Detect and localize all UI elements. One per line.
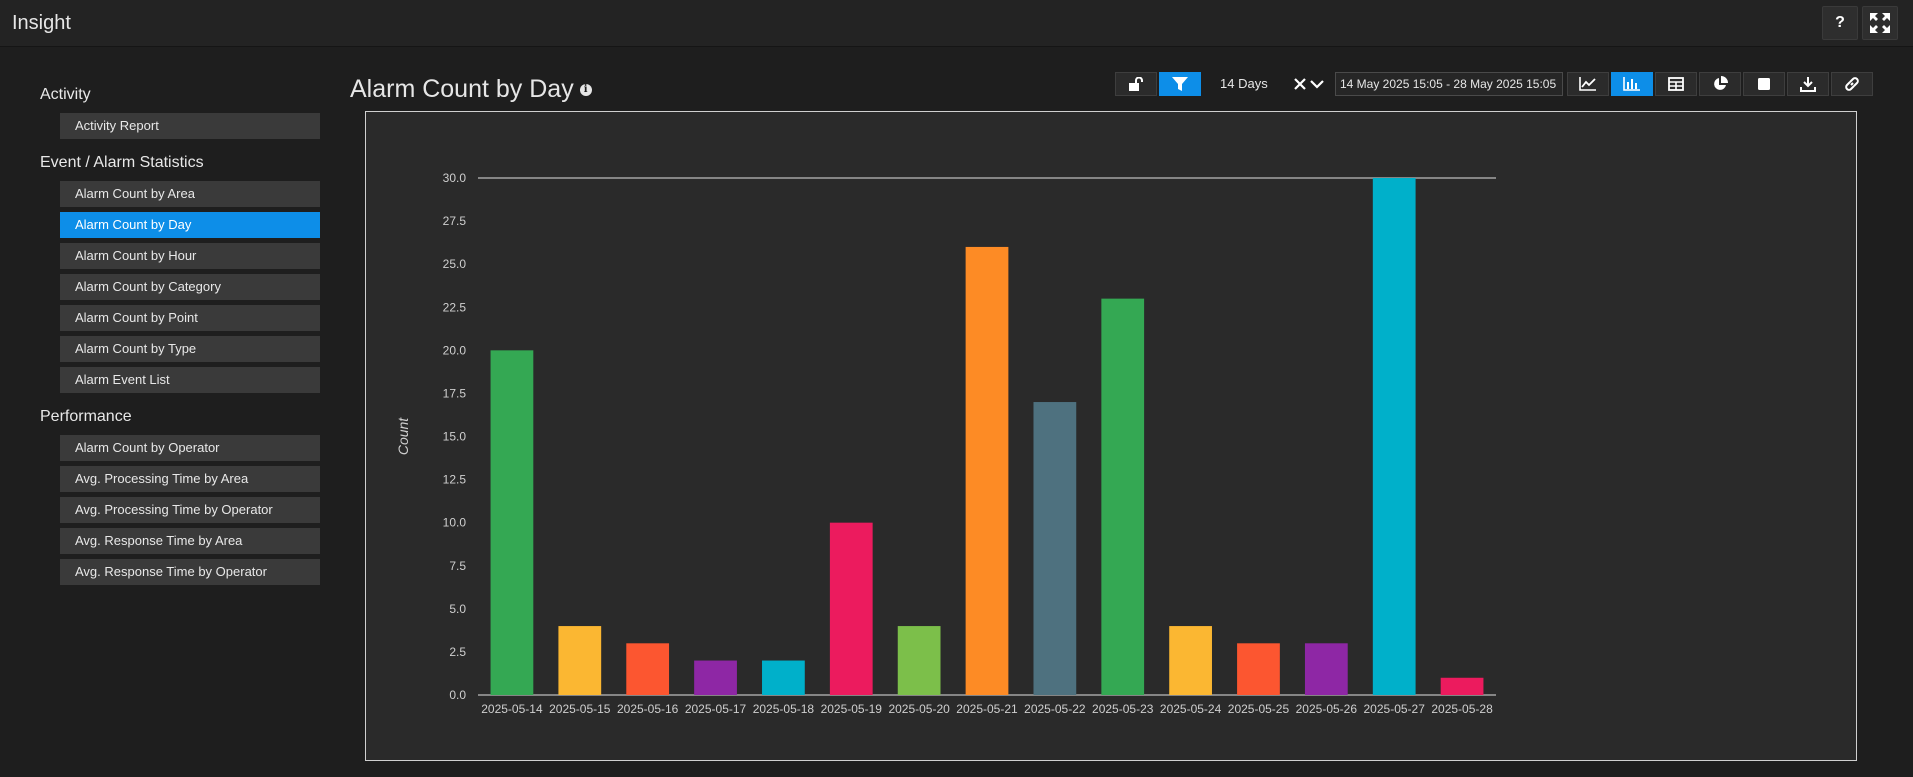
pie-chart-icon [1714, 76, 1728, 90]
x-tick-label: 2025-05-15 [549, 702, 611, 716]
date-range-field[interactable]: 14 May 2025 15:05 - 28 May 2025 15:05 [1335, 72, 1563, 96]
main-area: Activity Activity Report Event / Alarm S… [0, 47, 1913, 777]
download-button[interactable] [1787, 72, 1829, 96]
x-tick-label: 2025-05-26 [1296, 702, 1358, 716]
report-title: Alarm Count by Day i [350, 75, 592, 104]
report-title-text: Alarm Count by Day [350, 75, 574, 103]
bar-2025-05-28 [1440, 677, 1484, 695]
sidebar-group-event-alarm-statistics: Event / Alarm Statistics Alarm Count by … [40, 153, 320, 393]
bar-chart-icon [1623, 77, 1640, 91]
expand-icon [1870, 13, 1890, 33]
sidebar-item-alarm-count-by-category[interactable]: Alarm Count by Category [60, 274, 320, 300]
filter-button[interactable] [1159, 72, 1201, 96]
x-tick-label: 2025-05-22 [1024, 702, 1086, 716]
bar-2025-05-24 [1169, 626, 1212, 695]
group-heading: Performance [40, 408, 132, 425]
group-heading: Activity [40, 86, 91, 103]
chevron-down-icon[interactable] [1309, 76, 1325, 92]
bar-2025-05-19 [829, 522, 873, 695]
table-view-button[interactable] [1655, 72, 1697, 96]
stop-button[interactable] [1743, 72, 1785, 96]
sidebar-item-avg-processing-time-by-operator[interactable]: Avg. Processing Time by Operator [60, 497, 320, 523]
bar-chart-button[interactable] [1611, 72, 1653, 96]
bar-2025-05-17 [694, 660, 737, 695]
y-tick-label: 7.5 [449, 559, 466, 573]
sidebar-item-alarm-count-by-operator[interactable]: Alarm Count by Operator [60, 435, 320, 461]
sidebar-item-alarm-event-list[interactable]: Alarm Event List [60, 367, 320, 393]
sidebar-group-activity: Activity Activity Report [40, 85, 320, 139]
sidebar-item-avg-processing-time-by-area[interactable]: Avg. Processing Time by Area [60, 466, 320, 492]
bar-2025-05-21 [965, 246, 1009, 695]
report-sidebar: Activity Activity Report Event / Alarm S… [40, 85, 320, 599]
range-label[interactable]: 14 Days [1220, 76, 1268, 91]
sidebar-group-performance: Performance Alarm Count by Operator Avg.… [40, 407, 320, 585]
sidebar-item-alarm-count-by-area[interactable]: Alarm Count by Area [60, 181, 320, 207]
y-tick-label: 0.0 [449, 688, 466, 702]
sidebar-item-alarm-count-by-type[interactable]: Alarm Count by Type [60, 336, 320, 362]
x-tick-label: 2025-05-14 [481, 702, 543, 716]
x-tick-label: 2025-05-25 [1228, 702, 1290, 716]
group-heading: Event / Alarm Statistics [40, 154, 204, 171]
bar-2025-05-27 [1372, 178, 1416, 695]
x-tick-label: 2025-05-16 [617, 702, 679, 716]
bar-2025-05-22 [1033, 402, 1077, 695]
download-icon [1800, 77, 1816, 92]
bar-2025-05-26 [1304, 643, 1348, 695]
y-tick-label: 27.5 [443, 214, 467, 228]
x-tick-label: 2025-05-18 [753, 702, 815, 716]
x-tick-label: 2025-05-27 [1364, 702, 1426, 716]
line-chart-icon [1579, 77, 1596, 91]
x-tick-label: 2025-05-24 [1160, 702, 1222, 716]
table-icon [1668, 77, 1684, 91]
report-toolbar: 14 Days 14 May 2025 15:05 - 28 May 2025 … [1115, 72, 1873, 96]
sidebar-item-alarm-count-by-point[interactable]: Alarm Count by Point [60, 305, 320, 331]
link-icon [1845, 77, 1859, 91]
x-tick-label: 2025-05-19 [821, 702, 883, 716]
y-tick-label: 10.0 [443, 516, 467, 530]
sidebar-item-alarm-count-by-day[interactable]: Alarm Count by Day [60, 212, 320, 238]
y-tick-label: 30.0 [443, 171, 467, 185]
y-axis-label: Count [395, 417, 411, 455]
bar-2025-05-14 [490, 350, 534, 695]
bar-2025-05-16 [626, 643, 670, 695]
chart-panel: 0.0 2.5 5.0 7.5 10.0 12.5 15.0 17.5 20.0 22.5 25.0… [365, 111, 1857, 761]
sidebar-item-activity-report[interactable]: Activity Report [60, 113, 320, 139]
lock-toggle-button[interactable] [1115, 72, 1157, 96]
bar-2025-05-15 [558, 626, 602, 695]
line-chart-button[interactable] [1567, 72, 1609, 96]
help-button[interactable]: ? [1822, 6, 1858, 40]
x-tick-label: 2025-05-23 [1092, 702, 1154, 716]
fullscreen-button[interactable] [1862, 6, 1898, 40]
y-tick-label: 5.0 [449, 602, 466, 616]
bar-chart: 0.0 2.5 5.0 7.5 10.0 12.5 15.0 17.5 20.0 22.5 25.0… [395, 171, 1496, 716]
bar-2025-05-25 [1237, 643, 1280, 695]
y-tick-label: 20.0 [443, 343, 467, 357]
y-tick-label: 25.0 [443, 257, 467, 271]
x-tick-label: 2025-05-21 [956, 702, 1018, 716]
x-tick-label: 2025-05-20 [888, 702, 950, 716]
bar-2025-05-20 [897, 626, 941, 695]
info-icon[interactable]: i [579, 84, 592, 97]
sidebar-item-avg-response-time-by-area[interactable]: Avg. Response Time by Area [60, 528, 320, 554]
sidebar-item-alarm-count-by-hour[interactable]: Alarm Count by Hour [60, 243, 320, 269]
app-title: Insight [12, 12, 71, 34]
y-tick-label: 15.0 [443, 430, 467, 444]
y-tick-label: 17.5 [443, 386, 467, 400]
bar-2025-05-18 [762, 660, 805, 695]
filter-icon [1172, 77, 1188, 91]
y-tick-label: 2.5 [449, 645, 466, 659]
y-tick-label: 12.5 [443, 473, 467, 487]
clear-icon[interactable] [1292, 76, 1308, 92]
x-tick-label: 2025-05-17 [685, 702, 747, 716]
square-icon [1758, 78, 1770, 90]
x-tick-label: 2025-05-28 [1431, 702, 1493, 716]
unlock-icon [1129, 77, 1143, 91]
sidebar-item-avg-response-time-by-operator[interactable]: Avg. Response Time by Operator [60, 559, 320, 585]
link-button[interactable] [1831, 72, 1873, 96]
y-tick-label: 22.5 [443, 300, 467, 314]
bar-2025-05-23 [1101, 298, 1145, 695]
top-bar: Insight ? [0, 0, 1913, 47]
pie-chart-button[interactable] [1699, 72, 1741, 96]
